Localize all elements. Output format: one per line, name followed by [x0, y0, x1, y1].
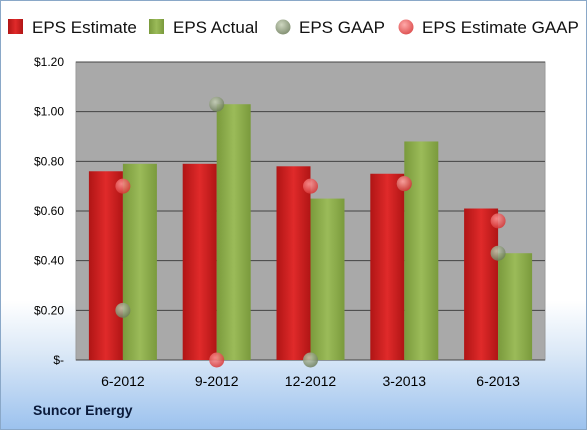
marker-eps-gaap [115, 302, 131, 318]
legend-swatch [8, 19, 23, 34]
bar-eps-actual [498, 253, 533, 360]
bar-eps-estimate [464, 208, 499, 360]
bar-eps-actual [404, 141, 439, 360]
legend-swatch [149, 19, 164, 34]
marker-eps-estimate-gaap [303, 178, 318, 194]
legend-swatch [275, 19, 291, 35]
markers [115, 96, 506, 368]
legend-label: EPS Estimate GAAP [422, 18, 579, 37]
marker-eps-gaap [303, 352, 318, 368]
y-tick-label: $0.40 [34, 254, 64, 268]
legend-swatch [398, 19, 414, 35]
x-tick-label: 9-2012 [195, 373, 239, 389]
y-tick-label: $1.20 [34, 55, 64, 69]
bar-eps-estimate [370, 173, 405, 360]
bar-eps-actual [310, 198, 345, 360]
y-tick-label: $1.00 [34, 105, 64, 119]
x-tick-label: 6-2012 [101, 373, 145, 389]
y-tick-label: $- [53, 353, 64, 367]
marker-eps-estimate-gaap [115, 178, 131, 194]
bars [88, 104, 533, 360]
x-tick-label: 12-2012 [285, 373, 337, 389]
legend-label: EPS GAAP [299, 18, 385, 37]
marker-eps-gaap [490, 245, 506, 261]
y-tick-label: $0.20 [34, 303, 64, 317]
y-tick-label: $0.60 [34, 204, 64, 218]
marker-eps-estimate-gaap [209, 352, 225, 368]
company-name: Suncor Energy [33, 402, 133, 418]
legend-label: EPS Actual [173, 18, 258, 37]
legend-label: EPS Estimate [32, 18, 137, 37]
x-axis: 6-2012 9-2012 12-2012 3-2013 6-2013 [101, 373, 520, 389]
marker-eps-estimate-gaap [490, 213, 506, 229]
bar-eps-actual [122, 163, 157, 360]
bar-eps-actual [216, 104, 251, 360]
bar-eps-estimate [88, 171, 123, 360]
y-axis: $- $0.20 $0.40 $0.60 $0.80 $1.00 $1.20 [34, 55, 64, 367]
x-tick-label: 3-2013 [383, 373, 427, 389]
marker-eps-estimate-gaap [396, 176, 412, 192]
marker-eps-gaap [209, 96, 225, 112]
bar-eps-estimate [182, 163, 217, 360]
bar-eps-estimate [276, 166, 311, 360]
y-tick-label: $0.80 [34, 154, 64, 168]
x-tick-label: 6-2013 [476, 373, 520, 389]
legend: EPS Estimate EPS Actual EPS GAAP EPS Estima… [8, 18, 579, 37]
